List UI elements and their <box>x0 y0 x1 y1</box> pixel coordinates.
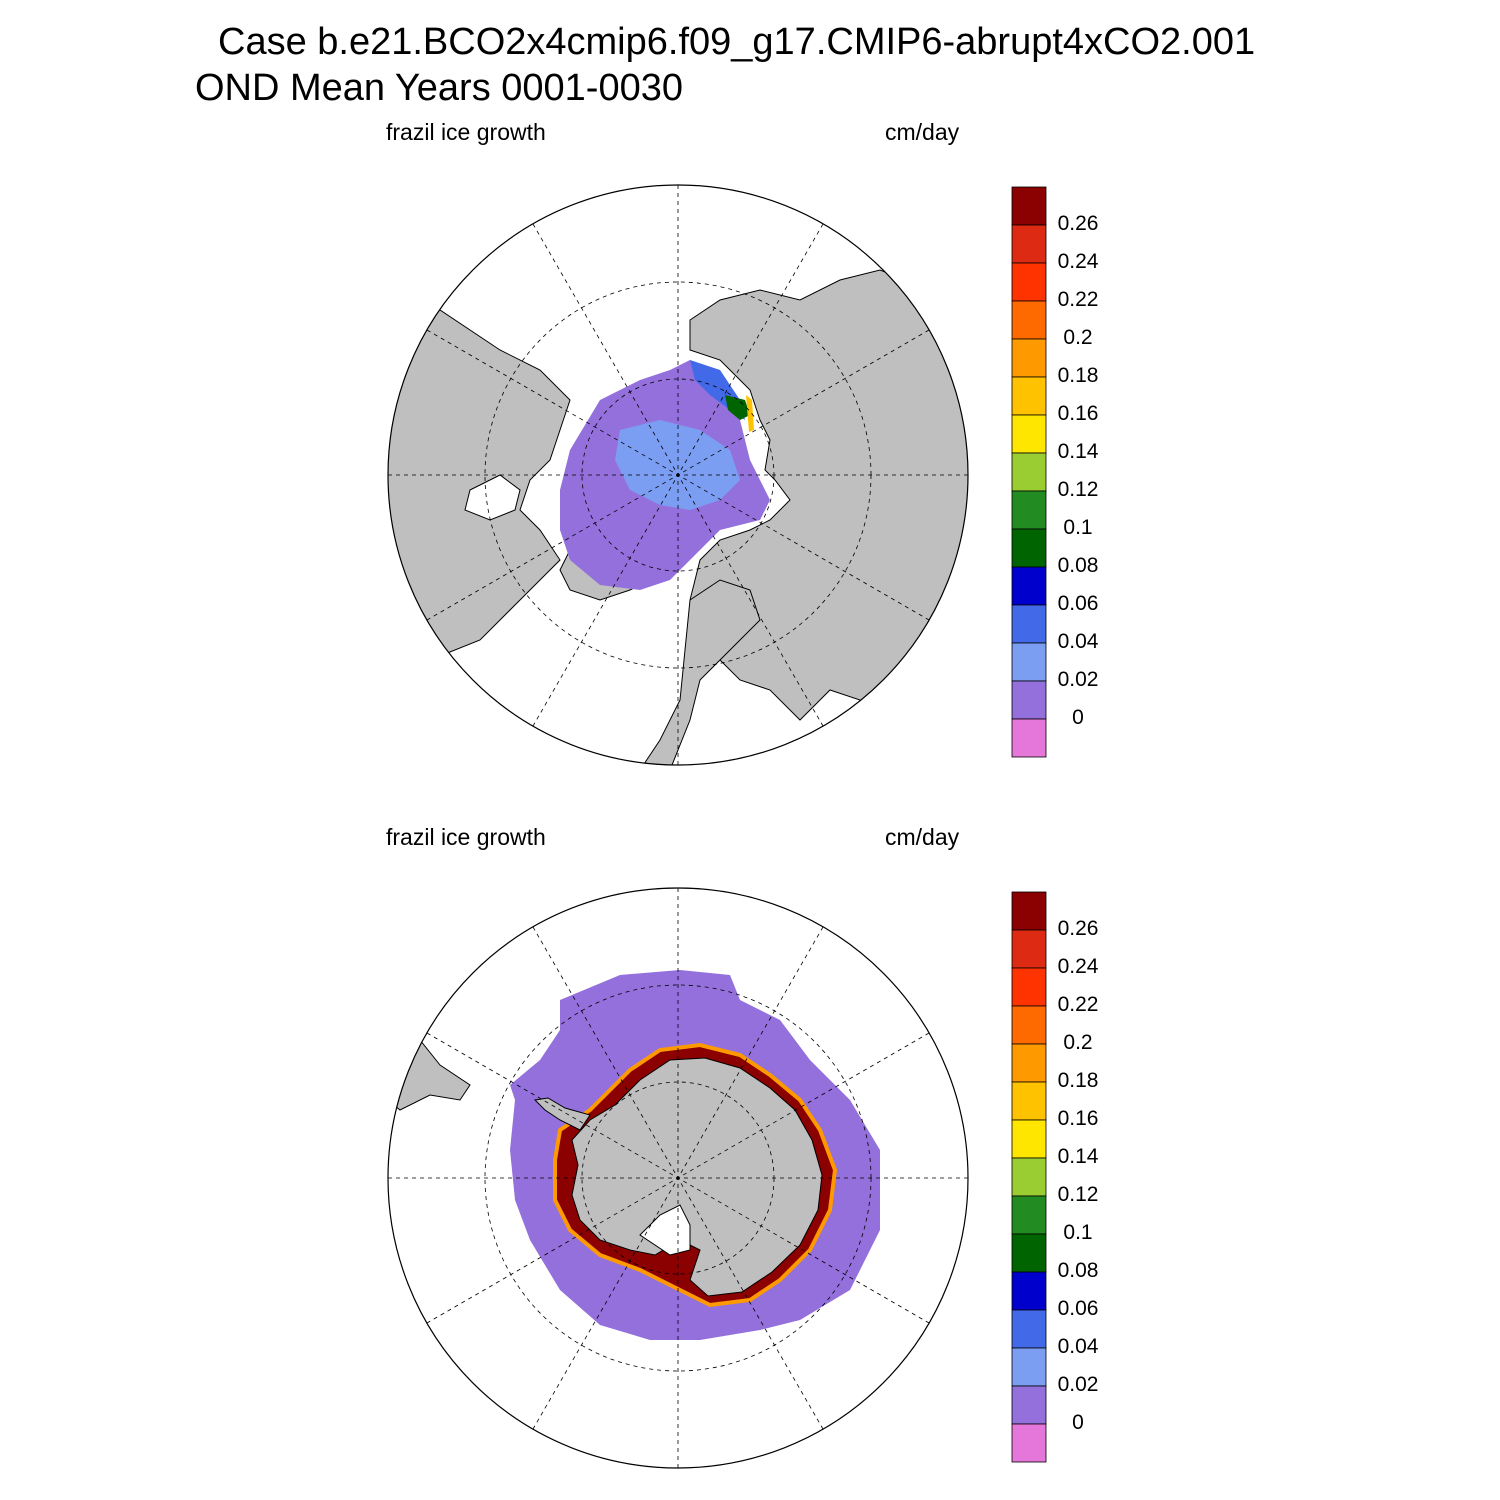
arctic-colorbar-tick-label: 0.04 <box>1057 630 1099 653</box>
antarctic-colorbar-box-10 <box>1011 1043 1047 1083</box>
antarctic-land-peninsula <box>533 1097 591 1131</box>
arctic-land-europe <box>639 579 761 765</box>
antarctic-colorbar-box-8 <box>1011 1119 1047 1159</box>
arctic-colorbar-tick-label: 0.18 <box>1057 364 1099 387</box>
arctic-colorbar-tick-label: 0.06 <box>1057 592 1099 615</box>
arctic-frazil-field-016 <box>746 395 754 432</box>
figure-title-case: Case b.e21.BCO2x4cmip6.f09_g17.CMIP6-abr… <box>218 21 1256 63</box>
panel-2-units-label: cm/day <box>885 824 960 850</box>
antarctic-colorbar-box-1 <box>1011 1385 1047 1425</box>
figure-title-season: OND Mean Years 0001-0030 <box>195 67 683 109</box>
antarctic-map <box>387 887 969 1469</box>
antarctic-colorbar-tick-label: 0.22 <box>1057 993 1099 1016</box>
arctic-colorbar-box-0 <box>1011 718 1047 758</box>
arctic-colorbar-tick-label: 0.24 <box>1057 250 1099 273</box>
antarctic-colorbar-box-3 <box>1011 1309 1047 1349</box>
arctic-colorbar-tick-label: 0.16 <box>1057 402 1099 425</box>
arctic-colorbar-box-14 <box>1011 186 1047 226</box>
antarctic-colorbar-box-2 <box>1011 1347 1047 1387</box>
antarctic-colorbar-box-5 <box>1011 1233 1047 1273</box>
arctic-colorbar-box-1 <box>1011 680 1047 720</box>
arctic-colorbar-tick-label: 0.1 <box>1063 516 1093 539</box>
arctic-colorbar-box-5 <box>1011 528 1047 568</box>
arctic-colorbar-box-11 <box>1011 300 1047 340</box>
arctic-colorbar-tick-label: 0.14 <box>1057 440 1099 463</box>
antarctic-map-border <box>387 887 969 1469</box>
antarctic-colorbar-tick-label: 0.1 <box>1063 1221 1093 1244</box>
antarctic-colorbar-box-7 <box>1011 1157 1047 1197</box>
antarctic-colorbar-tick-label: 0.16 <box>1057 1107 1099 1130</box>
arctic-colorbar-tick-label: 0.26 <box>1057 212 1099 235</box>
antarctic-colorbar-tick-label: 0.26 <box>1057 917 1099 940</box>
arctic-frazil-field-004 <box>615 420 740 510</box>
arctic-colorbar-tick-label: 0.12 <box>1057 478 1099 501</box>
antarctic-colorbar-tick-label: 0.08 <box>1057 1259 1099 1282</box>
arctic-colorbar-box-2 <box>1011 642 1047 682</box>
arctic-land-north-america <box>388 299 571 661</box>
antarctic-colorbar-tick-label: 0 <box>1072 1411 1084 1434</box>
antarctic-colorbar-tick-label: 0.14 <box>1057 1145 1099 1168</box>
antarctic-colorbar-box-11 <box>1011 1005 1047 1045</box>
antarctic-colorbar-tick-label: 0.04 <box>1057 1335 1099 1358</box>
arctic-colorbar-box-8 <box>1011 414 1047 454</box>
antarctic-graticule <box>388 888 968 1468</box>
antarctic-colorbar-tick-label: 0.12 <box>1057 1183 1099 1206</box>
antarctic-colorbar-tick-label: 0.24 <box>1057 955 1099 978</box>
arctic-map-border <box>387 184 969 766</box>
arctic-map <box>387 184 969 766</box>
arctic-colorbar-box-13 <box>1011 224 1047 264</box>
antarctic-colorbar-box-4 <box>1011 1271 1047 1311</box>
arctic-colorbar-box-9 <box>1011 376 1047 416</box>
panel-1-variable-label: frazil ice growth <box>386 119 546 145</box>
antarctic-colorbar-tick-label: 0.2 <box>1063 1031 1093 1054</box>
antarctic-colorbar-box-0 <box>1011 1423 1047 1463</box>
antarctic-colorbar-tick-label: 0.18 <box>1057 1069 1099 1092</box>
arctic-colorbar-box-12 <box>1011 262 1047 302</box>
antarctic-land-antarctica <box>571 1057 823 1297</box>
arctic-colorbar-box-4 <box>1011 566 1047 606</box>
arctic-graticule <box>388 185 968 765</box>
arctic-colorbar-tick-label: 0.08 <box>1057 554 1099 577</box>
colorbar-arctic <box>1011 186 1047 758</box>
arctic-colorbar-box-10 <box>1011 338 1047 378</box>
arctic-colorbar-box-3 <box>1011 604 1047 644</box>
antarctic-colorbar-box-14 <box>1011 891 1047 931</box>
colorbar-antarctic <box>1011 891 1047 1463</box>
arctic-colorbar-tick-label: 0.2 <box>1063 326 1093 349</box>
arctic-frazil-field-010 <box>725 395 750 420</box>
arctic-colorbar-tick-label: 0.22 <box>1057 288 1099 311</box>
antarctic-colorbar-tick-label: 0.06 <box>1057 1297 1099 1320</box>
antarctic-colorbar-tick-label: 0.02 <box>1057 1373 1099 1396</box>
arctic-colorbar-box-6 <box>1011 490 1047 530</box>
antarctic-ice-shelf <box>639 1204 691 1256</box>
arctic-colorbar-tick-label: 0 <box>1072 706 1084 729</box>
panel-1-units-label: cm/day <box>885 119 960 145</box>
panel-2-variable-label: frazil ice growth <box>386 824 546 850</box>
arctic-colorbar-tick-label: 0.02 <box>1057 668 1099 691</box>
